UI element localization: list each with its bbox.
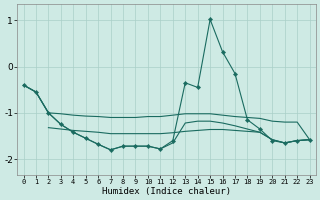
X-axis label: Humidex (Indice chaleur): Humidex (Indice chaleur) (102, 187, 231, 196)
